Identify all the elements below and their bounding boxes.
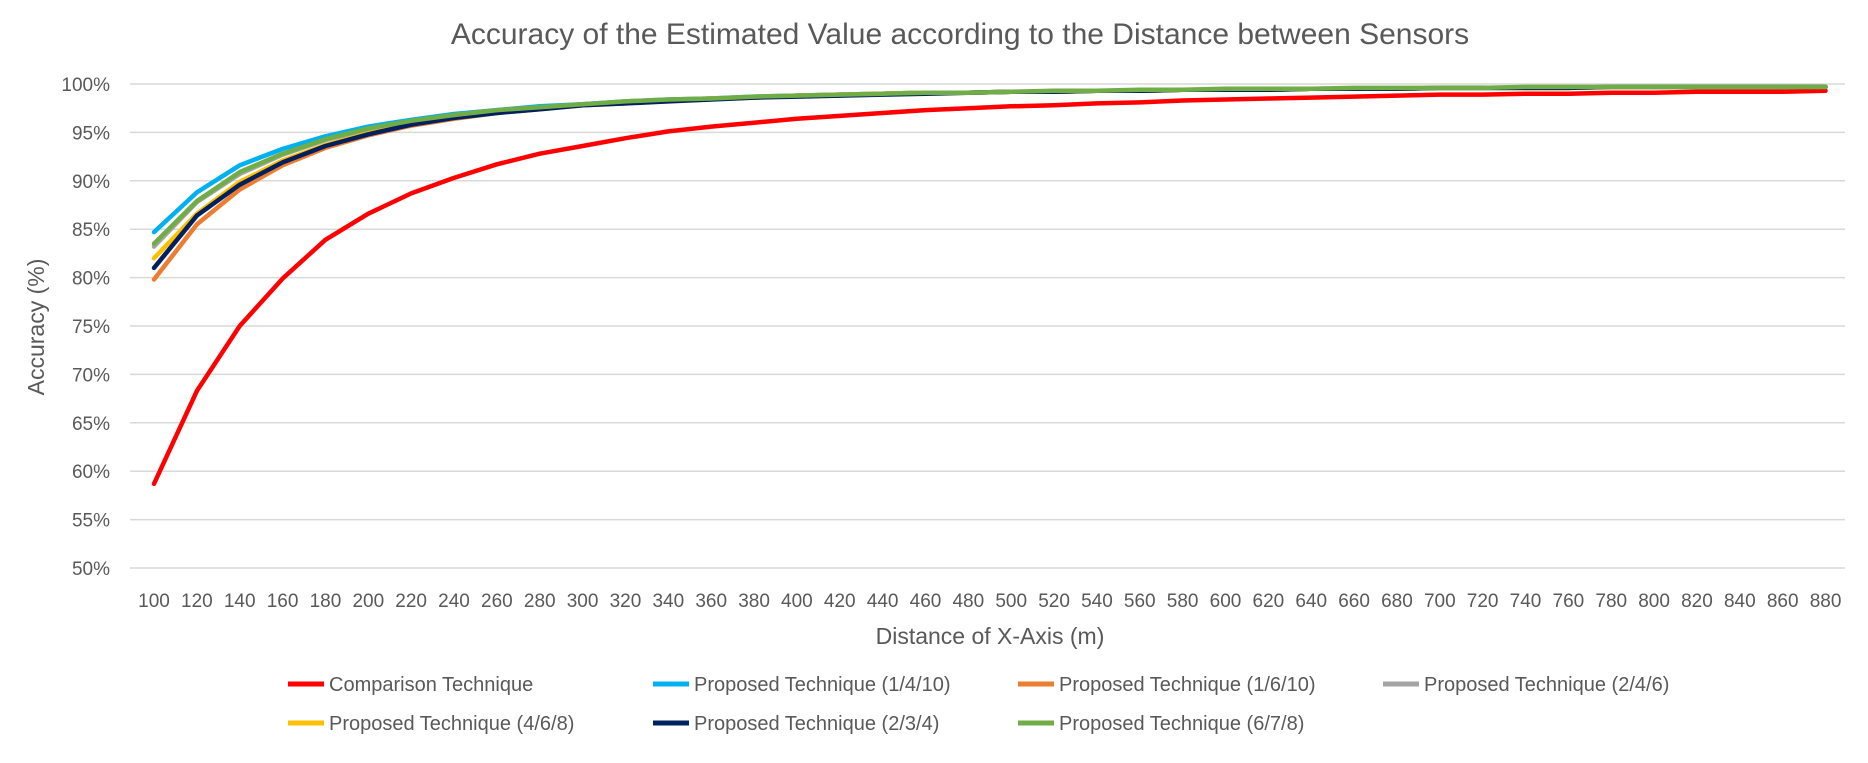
- x-tick-label: 700: [1424, 591, 1456, 612]
- series-line: [151, 84, 1828, 246]
- x-tick-label: 680: [1381, 591, 1413, 612]
- y-tick-label: 65%: [72, 414, 110, 435]
- gridlines: [130, 83, 1845, 569]
- series-lines: [151, 84, 1828, 487]
- legend-label: Comparison Technique: [329, 674, 533, 696]
- x-tick-label: 360: [695, 591, 727, 612]
- x-tick-label: 300: [567, 591, 599, 612]
- x-tick-label: 880: [1810, 591, 1842, 612]
- legend-label: Proposed Technique (2/4/6): [1424, 674, 1669, 696]
- x-axis-ticks: 100 120 140 160 180 200 220 240 260 280 300 320 340 3…: [138, 591, 1841, 612]
- chart-title: Accuracy of the Estimated Value accordin…: [451, 18, 1469, 51]
- x-tick-label: 220: [395, 591, 427, 612]
- x-tick-label: 260: [481, 591, 513, 612]
- legend: Comparison Technique Proposed Technique (…: [288, 674, 1669, 735]
- x-tick-label: 480: [952, 591, 984, 612]
- x-tick-label: 620: [1253, 591, 1285, 612]
- series-line: [151, 88, 1828, 487]
- x-tick-label: 720: [1467, 591, 1499, 612]
- x-tick-label: 240: [438, 591, 470, 612]
- x-tick-label: 820: [1681, 591, 1713, 612]
- x-tick-label: 860: [1767, 591, 1799, 612]
- y-tick-label: 70%: [72, 365, 110, 386]
- legend-item: Proposed Technique (4/6/8): [288, 713, 574, 735]
- y-tick-label: 85%: [72, 220, 110, 241]
- x-tick-label: 460: [910, 591, 942, 612]
- x-tick-label: 520: [1038, 591, 1070, 612]
- x-tick-label: 160: [267, 591, 299, 612]
- x-tick-label: 640: [1295, 591, 1327, 612]
- y-tick-label: 55%: [72, 511, 110, 532]
- x-tick-label: 100: [138, 591, 170, 612]
- legend-item: Proposed Technique (2/4/6): [1383, 674, 1669, 696]
- y-tick-label: 60%: [72, 462, 110, 483]
- x-tick-label: 380: [738, 591, 770, 612]
- series-line: [151, 84, 1828, 271]
- x-tick-label: 760: [1553, 591, 1585, 612]
- x-tick-label: 740: [1510, 591, 1542, 612]
- x-tick-label: 400: [781, 591, 813, 612]
- x-tick-label: 600: [1210, 591, 1242, 612]
- x-tick-label: 280: [524, 591, 556, 612]
- legend-label: Proposed Technique (6/7/8): [1059, 713, 1304, 735]
- legend-item: Comparison Technique: [288, 674, 533, 696]
- x-tick-label: 580: [1167, 591, 1199, 612]
- x-axis-title: Distance of X-Axis (m): [876, 623, 1105, 649]
- x-tick-label: 660: [1338, 591, 1370, 612]
- y-axis-title: Accuracy (%): [23, 259, 49, 396]
- x-tick-label: 420: [824, 591, 856, 612]
- legend-item: Proposed Technique (1/6/10): [1018, 674, 1315, 696]
- x-tick-label: 540: [1081, 591, 1113, 612]
- y-tick-label: 80%: [72, 269, 110, 290]
- x-tick-label: 800: [1638, 591, 1670, 612]
- legend-item: Proposed Technique (2/3/4): [653, 713, 939, 735]
- y-tick-label: 100%: [61, 75, 110, 96]
- x-tick-label: 180: [310, 591, 342, 612]
- series-line: [151, 84, 1828, 282]
- x-tick-label: 200: [352, 591, 384, 612]
- legend-label: Proposed Technique (1/6/10): [1059, 674, 1315, 696]
- x-tick-label: 340: [652, 591, 684, 612]
- x-tick-label: 780: [1595, 591, 1627, 612]
- legend-label: Proposed Technique (4/6/8): [329, 713, 574, 735]
- x-tick-label: 120: [181, 591, 213, 612]
- y-tick-label: 50%: [72, 559, 110, 580]
- legend-item: Proposed Technique (6/7/8): [1018, 713, 1304, 735]
- legend-label: Proposed Technique (2/3/4): [694, 713, 939, 735]
- y-axis-ticks: 50% 55% 60% 65% 70% 75% 80% 85% 90% 95% 100%: [61, 75, 110, 580]
- x-tick-label: 140: [224, 591, 256, 612]
- series-line: [151, 84, 1828, 261]
- y-tick-label: 90%: [72, 172, 110, 193]
- x-tick-label: 500: [995, 591, 1027, 612]
- x-tick-label: 840: [1724, 591, 1756, 612]
- x-tick-label: 440: [867, 591, 899, 612]
- x-tick-label: 320: [610, 591, 642, 612]
- y-tick-label: 75%: [72, 317, 110, 338]
- x-tick-label: 560: [1124, 591, 1156, 612]
- series-line: [151, 84, 1828, 249]
- y-tick-label: 95%: [72, 123, 110, 144]
- legend-label: Proposed Technique (1/4/10): [694, 674, 950, 696]
- legend-item: Proposed Technique (1/4/10): [653, 674, 950, 696]
